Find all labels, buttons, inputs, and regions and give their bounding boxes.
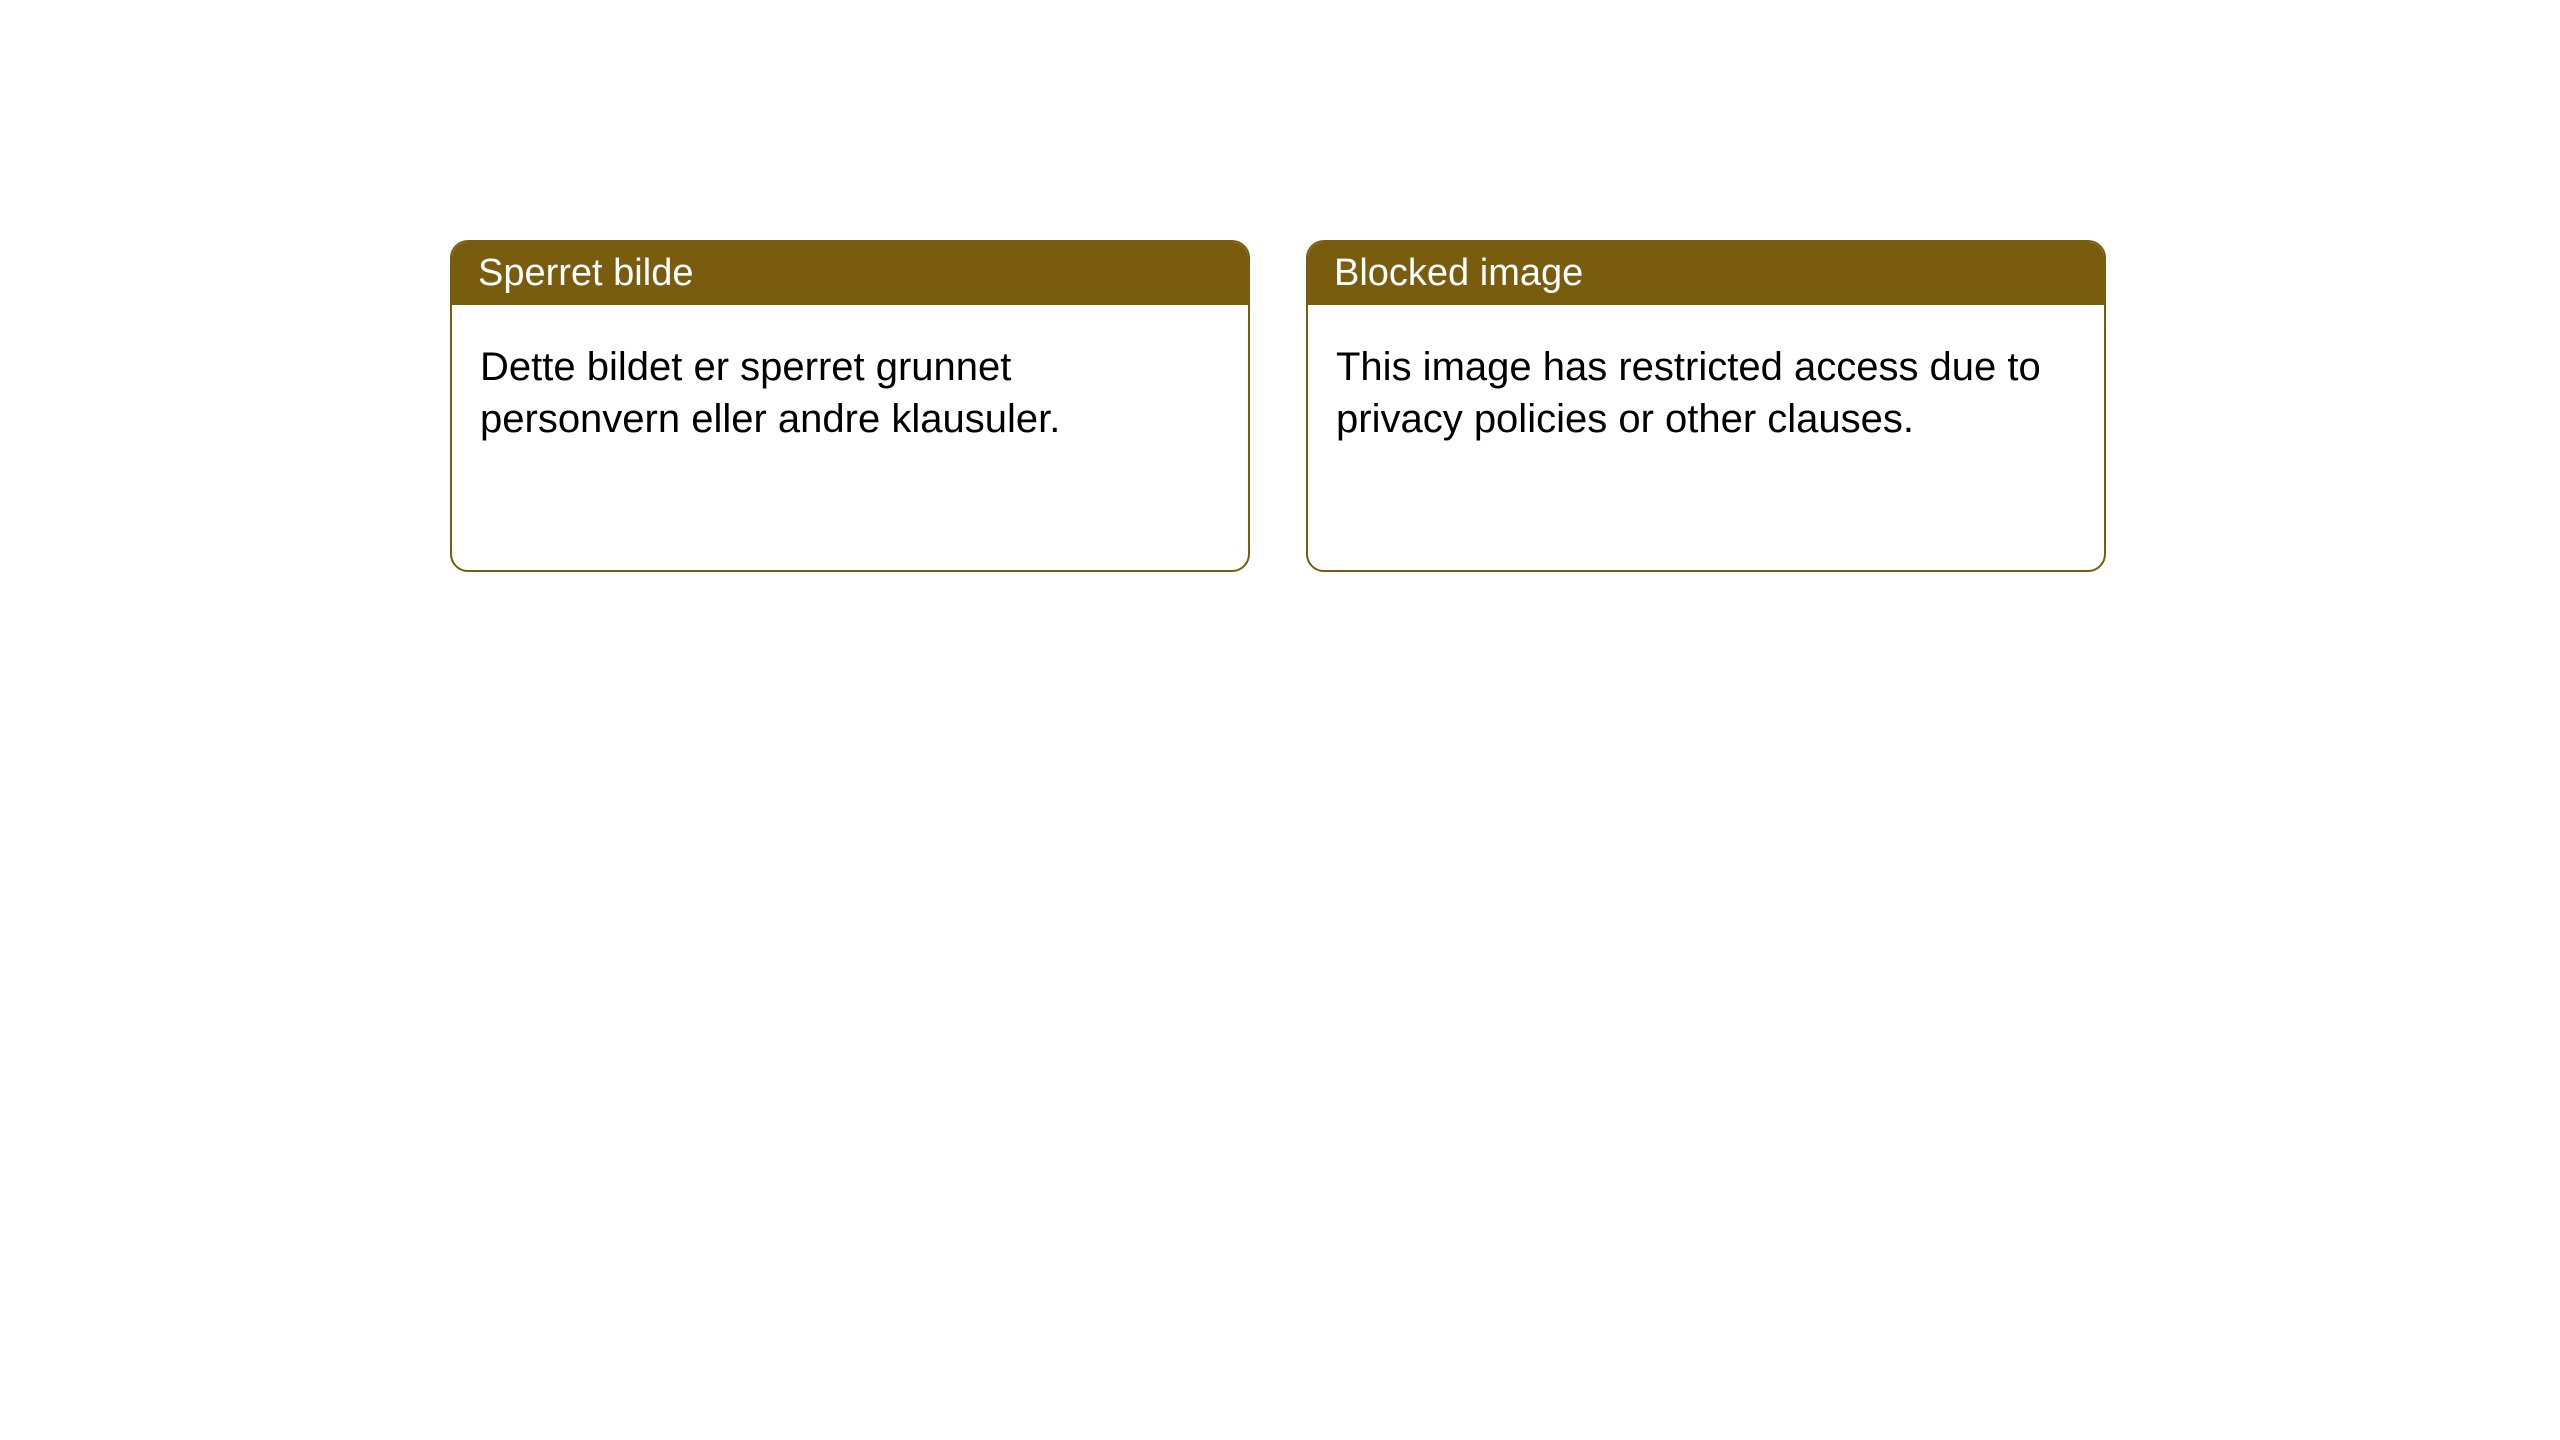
card-container: Sperret bilde Dette bildet er sperret gr… [0,0,2560,572]
card-header: Blocked image [1308,242,2104,305]
card-body: Dette bildet er sperret grunnet personve… [452,305,1248,481]
card-header: Sperret bilde [452,242,1248,305]
card-body-text: This image has restricted access due to … [1336,345,2041,441]
card-body: This image has restricted access due to … [1308,305,2104,481]
card-blocked-en: Blocked image This image has restricted … [1306,240,2106,572]
card-blocked-no: Sperret bilde Dette bildet er sperret gr… [450,240,1250,572]
card-body-text: Dette bildet er sperret grunnet personve… [480,345,1060,441]
card-title: Blocked image [1334,252,1583,294]
card-title: Sperret bilde [478,252,693,294]
